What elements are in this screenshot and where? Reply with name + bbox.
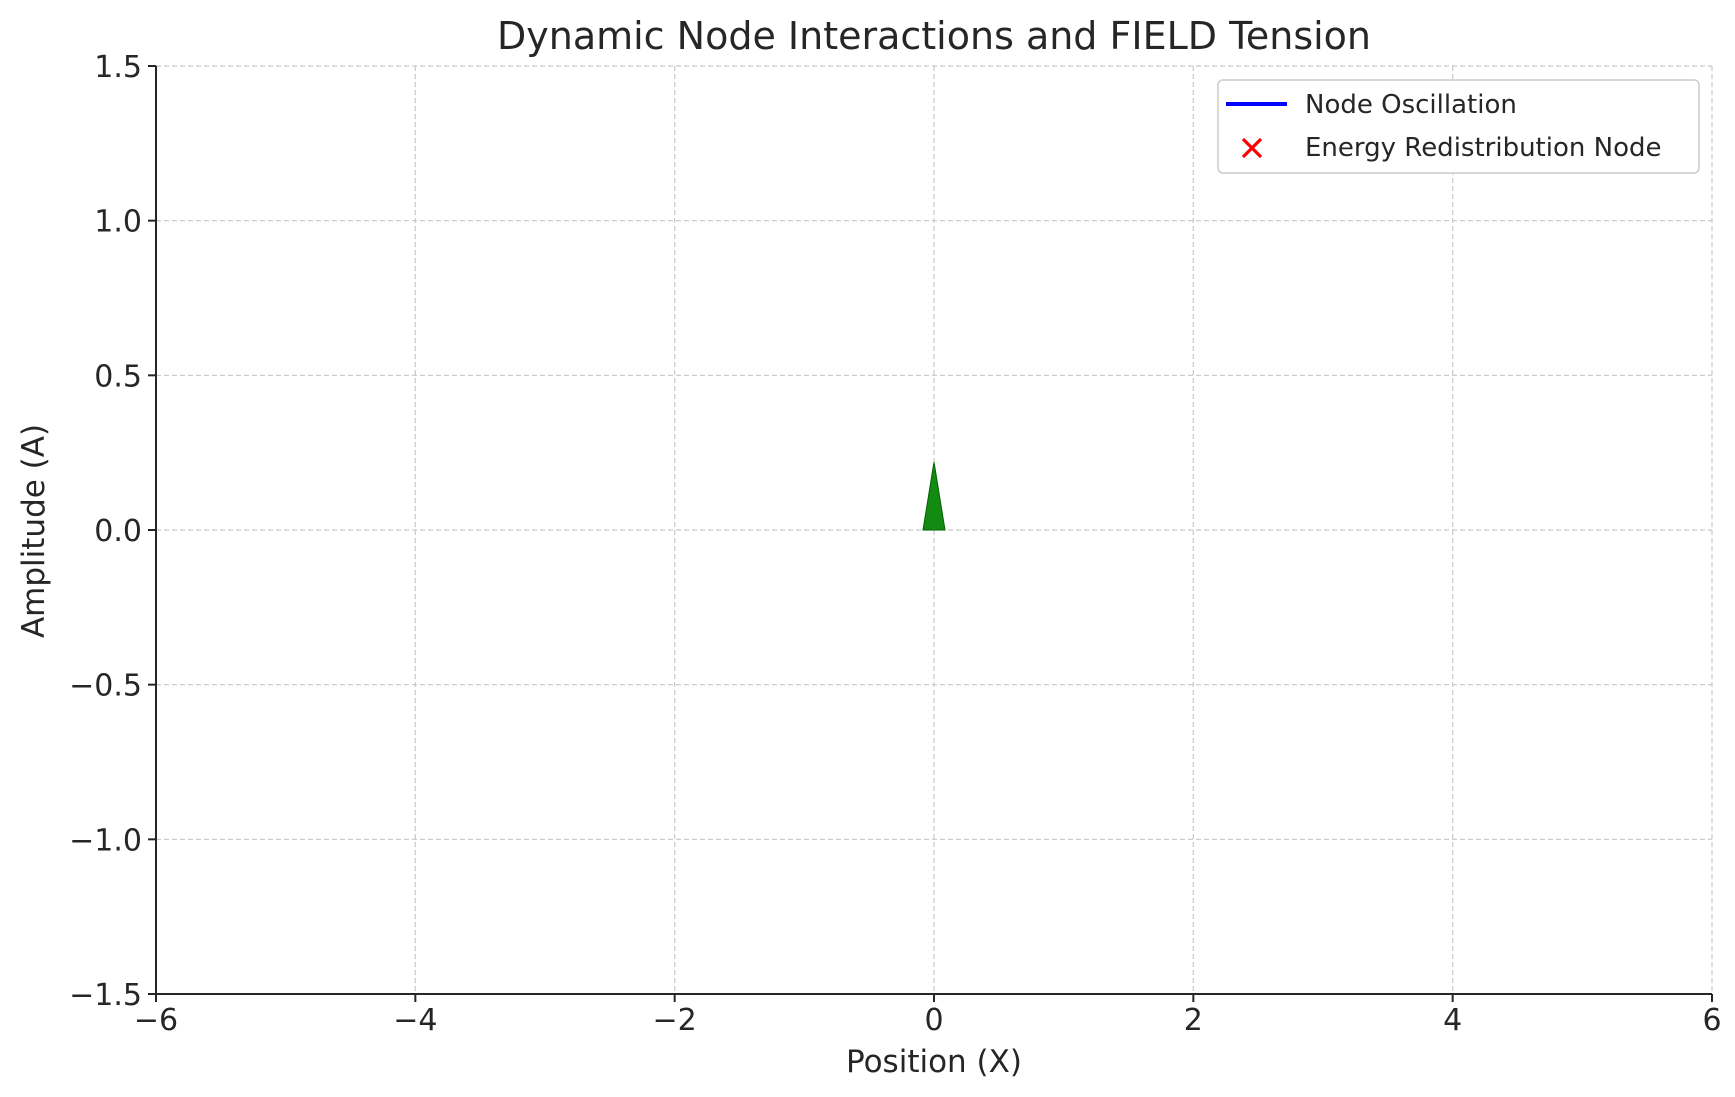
x-tick-label: −6	[134, 1003, 178, 1038]
y-tick-label: −1.0	[69, 823, 142, 858]
x-tick-label: 2	[1184, 1003, 1203, 1038]
legend-marker-swatch	[1241, 137, 1263, 159]
x-tick-label: −4	[393, 1003, 437, 1038]
y-tick-label: 1.0	[94, 205, 142, 240]
arrow-layer	[922, 461, 946, 531]
x-tick-label: −2	[653, 1003, 697, 1038]
legend-label-node-oscillation: Node Oscillation	[1305, 90, 1517, 120]
y-tick-label: −1.5	[69, 978, 142, 1013]
x-tick-label: 6	[1702, 1003, 1721, 1038]
y-tick-label: 0.0	[94, 514, 142, 549]
y-tick-label: 1.5	[94, 50, 142, 85]
ticks: −6 −4 −2 0 2 4 6 −1.5 −1.0 −0.5 0.0 0.5 1.0 1.5	[69, 50, 1721, 1038]
x-axis-label: Position (X)	[846, 1044, 1022, 1080]
chart-title: Dynamic Node Interactions and FIELD Tens…	[497, 14, 1371, 58]
x-tick-label: 4	[1443, 1003, 1462, 1038]
x-tick-label: 0	[924, 1003, 943, 1038]
y-tick-label: 0.5	[94, 359, 142, 394]
y-axis-label: Amplitude (A)	[16, 424, 52, 638]
legend: Node Oscillation Energy Redistribution N…	[1217, 79, 1700, 174]
y-tick-label: −0.5	[69, 669, 142, 704]
legend-frame	[1217, 79, 1700, 174]
legend-label-energy-redistribution-node: Energy Redistribution Node	[1305, 133, 1661, 163]
